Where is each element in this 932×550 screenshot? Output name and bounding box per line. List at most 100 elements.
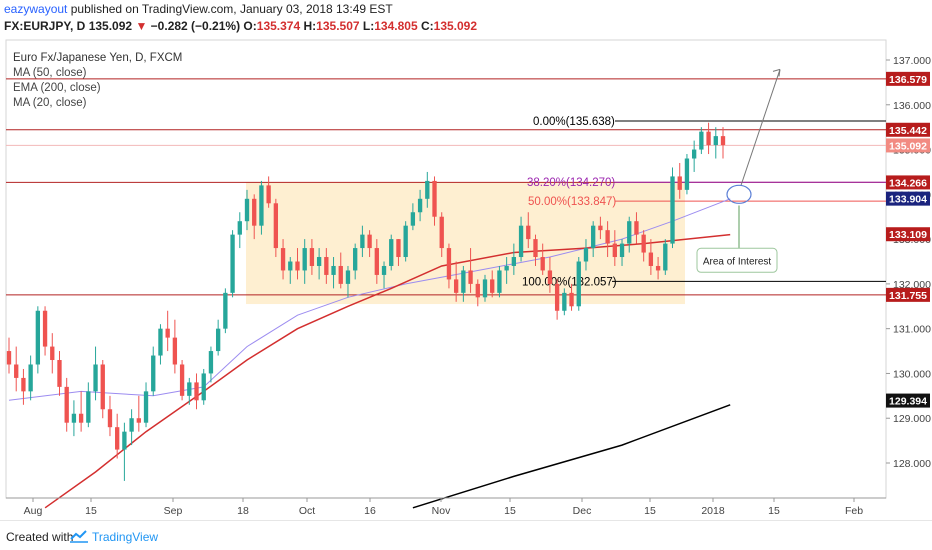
price-badge-label: 131.755 bbox=[889, 290, 927, 302]
candle-body bbox=[684, 158, 690, 190]
candle-body bbox=[562, 292, 567, 311]
indicator-legend-item: MA (20, close) bbox=[13, 97, 87, 109]
candle-body bbox=[324, 257, 329, 275]
projection-arrowhead bbox=[772, 68, 781, 77]
candle-body bbox=[165, 328, 170, 338]
candle-body bbox=[533, 239, 538, 258]
candle-body bbox=[569, 292, 574, 307]
x-tick-label: 2018 bbox=[701, 505, 725, 517]
symbol-label: FX:EURJPY, D bbox=[4, 19, 86, 33]
candle-body bbox=[353, 248, 358, 271]
candle-body bbox=[497, 270, 502, 293]
candle-body bbox=[57, 360, 62, 387]
area-of-interest-ellipse bbox=[726, 184, 752, 204]
candle-body bbox=[432, 180, 437, 217]
x-tick-label: 16 bbox=[364, 505, 376, 517]
candle-body bbox=[288, 261, 293, 271]
price-badge-label: 135.092 bbox=[889, 140, 927, 152]
price-badge bbox=[886, 138, 930, 153]
candle-body bbox=[634, 221, 639, 235]
candle-body bbox=[129, 418, 134, 432]
fib-level-label: 50.00%(133.847) bbox=[528, 196, 616, 208]
open-label: O: bbox=[243, 19, 257, 33]
candle-body bbox=[425, 180, 430, 199]
price-badge-label: 135.442 bbox=[889, 125, 927, 137]
candle-body bbox=[583, 248, 589, 262]
candle-body bbox=[706, 131, 711, 146]
candle-body bbox=[403, 225, 408, 258]
price-change: −0.282 (−0.21%) bbox=[150, 19, 241, 33]
price-badge bbox=[886, 175, 930, 190]
price-badge bbox=[886, 227, 930, 242]
candle-body bbox=[612, 243, 617, 258]
candle-body bbox=[309, 248, 315, 266]
last-price: 135.092 bbox=[88, 19, 133, 33]
candle-body bbox=[504, 265, 509, 271]
candle-body bbox=[215, 328, 221, 352]
candle-body bbox=[468, 270, 473, 284]
price-badge bbox=[886, 191, 930, 206]
candle-body bbox=[338, 265, 343, 284]
candle-body bbox=[14, 364, 19, 378]
high-value: 135.507 bbox=[316, 19, 360, 33]
candle-body bbox=[591, 225, 596, 249]
tradingview-brand[interactable]: TradingView bbox=[92, 530, 159, 544]
candle-body bbox=[345, 270, 351, 284]
candle-body bbox=[223, 292, 228, 329]
author-link[interactable]: eazywayout bbox=[4, 2, 68, 16]
candle-body bbox=[367, 234, 372, 249]
x-tick-label: Sep bbox=[164, 505, 183, 517]
footer: Created with TradingView bbox=[0, 520, 932, 550]
candle-body bbox=[64, 386, 69, 423]
candle-body bbox=[691, 149, 697, 159]
candle-body bbox=[208, 351, 214, 374]
candle-body bbox=[655, 265, 661, 271]
price-badge-label: 136.579 bbox=[889, 74, 927, 86]
area-of-interest-box bbox=[696, 247, 778, 273]
price-badge bbox=[886, 122, 930, 137]
down-arrow-icon: ▼ bbox=[135, 19, 148, 33]
price-badge bbox=[886, 287, 930, 302]
x-tick-label: Aug bbox=[24, 505, 43, 517]
candle-body bbox=[482, 279, 488, 298]
candle-body bbox=[677, 176, 682, 190]
close-value: 135.092 bbox=[433, 19, 478, 33]
x-tick-label: 15 bbox=[504, 505, 516, 517]
candle-body bbox=[316, 257, 322, 266]
symbol-header: FX:EURJPY, D 135.092 ▼ −0.282 (−0.21%) O… bbox=[4, 18, 477, 34]
candle-body bbox=[360, 234, 365, 249]
candle-body bbox=[244, 198, 250, 222]
candle-body bbox=[273, 203, 279, 249]
candle-body bbox=[641, 234, 646, 253]
candle-body bbox=[179, 364, 185, 396]
fib-level-label: 100.00%(132.057) bbox=[522, 276, 617, 288]
x-tick-label: 15 bbox=[768, 505, 780, 517]
candle-body bbox=[252, 198, 257, 226]
candle-body bbox=[35, 310, 41, 365]
x-tick-label: Oct bbox=[299, 505, 315, 517]
x-tick-label: Nov bbox=[432, 505, 451, 517]
candle-body bbox=[107, 409, 113, 428]
candle-body bbox=[518, 225, 524, 258]
price-badge-label: 134.266 bbox=[889, 177, 927, 189]
candle-body bbox=[93, 364, 98, 392]
candle-body bbox=[699, 131, 704, 150]
chart-canvas[interactable]: 0.00%(135.638) 38.20%(134.270) 50.00%(133.… bbox=[0, 36, 932, 520]
price-badge-label: 129.394 bbox=[889, 396, 927, 408]
x-tick-label: 15 bbox=[85, 505, 97, 517]
candle-body bbox=[554, 283, 560, 311]
candle-body bbox=[619, 243, 625, 258]
candle-body bbox=[136, 418, 141, 423]
y-tick-label: 137.000 bbox=[893, 55, 931, 67]
ema200-line bbox=[412, 404, 731, 509]
projection-arrow bbox=[740, 69, 781, 186]
candle-body bbox=[547, 270, 553, 284]
publish-header: eazywayout published on TradingView.com,… bbox=[4, 1, 393, 17]
low-value: 134.805 bbox=[374, 19, 418, 33]
y-tick-label: 136.000 bbox=[893, 100, 931, 112]
candle-body bbox=[230, 234, 235, 293]
candle-body bbox=[295, 261, 300, 271]
candle-body bbox=[143, 391, 149, 423]
price-badge bbox=[886, 393, 930, 408]
published-text: published on TradingView.com, January 03… bbox=[70, 2, 393, 16]
